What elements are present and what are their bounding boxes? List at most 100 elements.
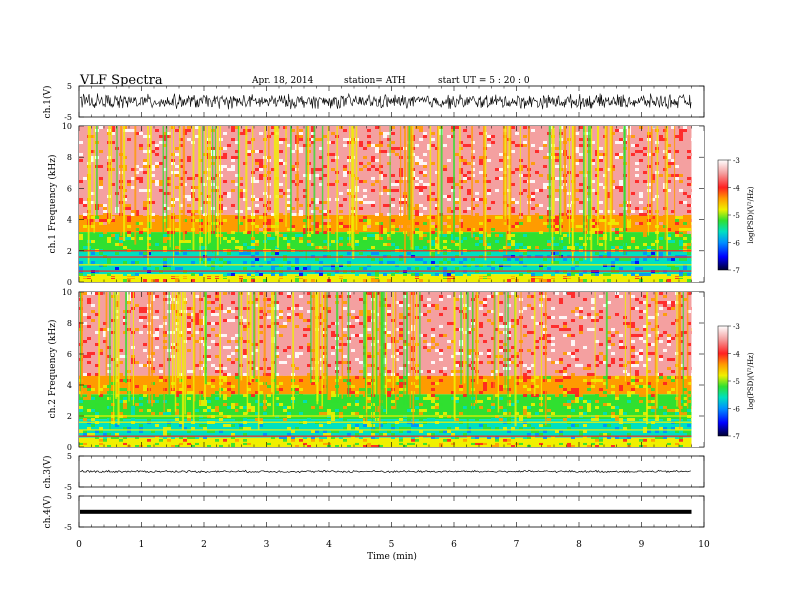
spectrogram-cell	[427, 168, 431, 171]
spectrogram-cell	[111, 216, 115, 219]
spectrogram-cell	[111, 358, 115, 361]
spectrogram-cell	[423, 189, 427, 192]
spectrogram-cell	[647, 246, 651, 249]
spectrogram-cell	[443, 334, 447, 337]
spectrogram-cell	[679, 162, 683, 165]
spectrogram-cell	[543, 186, 547, 189]
spectrogram-cell	[151, 382, 155, 385]
spectrogram-cell	[219, 264, 223, 267]
spectrogram-cell	[103, 307, 107, 310]
spectrogram-cell	[547, 279, 551, 282]
spectrogram-cell	[199, 240, 203, 243]
spectrogram-cell	[347, 445, 351, 447]
spectrogram-cell	[115, 394, 119, 397]
spectrogram-cell	[583, 279, 587, 282]
spectrogram-cell	[439, 427, 443, 430]
spectrogram-cell	[459, 225, 463, 228]
spectrogram-cell	[159, 370, 163, 373]
spectrogram-cell	[163, 430, 167, 433]
spectrogram-cell	[163, 379, 167, 382]
spectrogram-cell	[483, 427, 487, 430]
spectrogram-cell	[383, 273, 387, 276]
spectrogram-cell	[571, 279, 575, 282]
spectrogram-cell	[383, 367, 387, 370]
spectrogram-cell	[319, 412, 323, 415]
spectrogram-cell	[459, 445, 463, 447]
spectrogram-cell	[343, 439, 347, 442]
spectrogram-cell	[287, 346, 291, 349]
spectrogram-cell	[343, 279, 347, 282]
spectrogram-streak	[459, 126, 461, 256]
spectrogram-cell	[431, 337, 435, 340]
spectrogram-cell	[291, 156, 295, 159]
spectrogram-cell	[271, 168, 275, 171]
spectrogram-cell	[179, 138, 183, 141]
spectrogram-cell	[155, 243, 159, 246]
spectrogram-cell	[387, 153, 391, 156]
spectrogram-cell	[671, 225, 675, 228]
spectrogram-cell	[439, 367, 443, 370]
spectrogram-cell	[579, 159, 583, 162]
spectrogram-cell	[275, 301, 279, 304]
spectrogram-cell	[91, 388, 95, 391]
spectrogram-cell	[311, 210, 315, 213]
spectrogram-cell	[79, 264, 83, 267]
spectrogram-cell	[339, 316, 343, 319]
spectrogram-cell	[647, 210, 651, 213]
spectrogram-cell	[207, 400, 211, 403]
spectrogram-cell	[115, 328, 119, 331]
spectrogram-cell	[215, 391, 219, 394]
spectrogram-cell	[267, 364, 271, 367]
spectrogram-cell	[215, 406, 219, 409]
spectrogram-cell	[367, 264, 371, 267]
spectrogram-cell	[447, 439, 451, 442]
spectrogram-cell	[275, 352, 279, 355]
spectrogram-cell	[103, 261, 107, 264]
spectrogram-cell	[179, 397, 183, 400]
spectrogram-cell	[667, 279, 671, 282]
spectrogram-cell	[367, 373, 371, 376]
spectrogram-cell	[287, 210, 291, 213]
spectrogram-cell	[131, 210, 135, 213]
spectrogram-cell	[551, 273, 555, 276]
spectrogram-cell	[283, 258, 287, 261]
spectrogram-cell	[243, 418, 247, 421]
spectrogram-cell	[471, 156, 475, 159]
spectrogram-cell	[367, 313, 371, 316]
spectrogram-cell	[143, 132, 147, 135]
spectrogram-cell	[239, 159, 243, 162]
spectrogram-cell	[295, 234, 299, 237]
spectrogram-cell	[575, 174, 579, 177]
spectrogram-cell	[119, 258, 123, 261]
spectrogram-cell	[167, 144, 171, 147]
spectrogram-cell	[359, 144, 363, 147]
spectrogram-cell	[395, 246, 399, 249]
spectrogram-cell	[439, 337, 443, 340]
spectrogram-cell	[103, 219, 107, 222]
spectrogram-cell	[479, 240, 483, 243]
spectrogram-cell	[523, 180, 527, 183]
spectrogram-cell	[283, 322, 287, 325]
spectrogram-cell	[119, 292, 123, 295]
spectrogram-cell	[639, 192, 643, 195]
spectrogram-cell	[555, 153, 559, 156]
spectrogram-cell	[143, 298, 147, 301]
spectrogram-cell	[671, 147, 675, 150]
spectrogram-cell	[319, 406, 323, 409]
spectrogram-cell	[379, 159, 383, 162]
spectrogram-cell	[319, 246, 323, 249]
spectrogram-cell	[311, 126, 315, 129]
spectrogram-cell	[383, 307, 387, 310]
spectrogram-cell	[199, 340, 203, 343]
spectrogram-cell	[531, 195, 535, 198]
spectrogram-streak	[182, 126, 185, 241]
spectrogram-cell	[471, 436, 475, 439]
spectrogram-cell	[519, 258, 523, 261]
spectrogram-cell	[171, 150, 175, 153]
spectrogram-cell	[175, 388, 179, 391]
spectrogram-cell	[451, 397, 455, 400]
spectrogram-cell	[347, 189, 351, 192]
spectrogram-cell	[291, 237, 295, 240]
spectrogram-cell	[91, 219, 95, 222]
spectrogram-cell	[591, 231, 595, 234]
